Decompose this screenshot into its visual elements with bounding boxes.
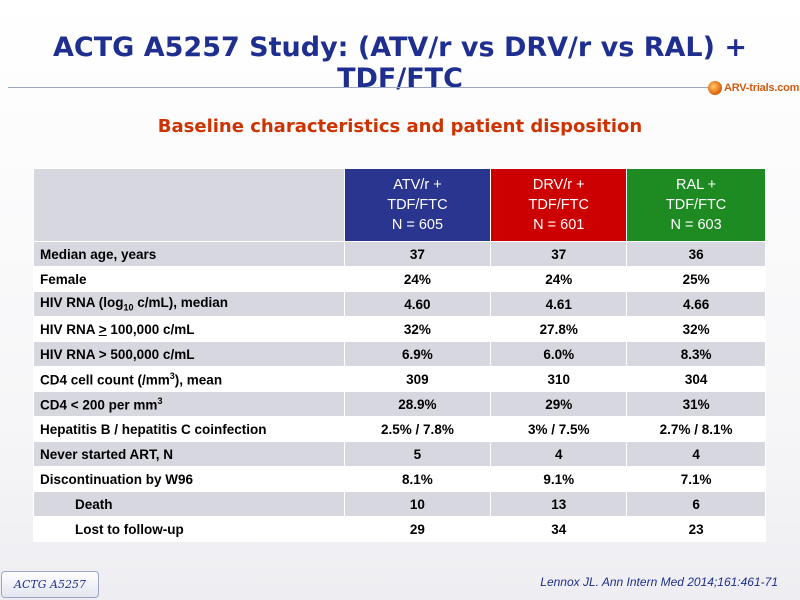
cell-atv: 37 [343, 241, 492, 267]
header-drv-line1: DRV/r + [532, 177, 585, 193]
header-atv-n: N = 605 [391, 217, 444, 233]
cell-drv: 310 [490, 366, 628, 392]
cell-drv: 13 [490, 491, 628, 517]
table-row: CD4 cell count (/mm3), mean 309 310 304 [33, 366, 766, 392]
label-part: HIV RNA (log [40, 295, 124, 311]
title-divider [8, 87, 708, 88]
header-atv-line2: TDF/FTC [387, 197, 448, 213]
header-drv-line2: TDF/FTC [528, 197, 589, 213]
baseline-table: ATV/r + TDF/FTC N = 605 DRV/r + TDF/FTC … [33, 168, 766, 542]
logo-globe-icon [708, 81, 722, 95]
row-label: CD4 cell count (/mm3), mean [33, 366, 345, 392]
cell-atv: 10 [343, 491, 492, 517]
arv-trials-logo: ARV-trials.com [708, 79, 799, 97]
row-label: Lost to follow-up [33, 516, 345, 542]
label-underlined-symbol: > [98, 321, 107, 337]
table-row: Female 24% 24% 25% [33, 266, 766, 292]
header-ral-n: N = 603 [670, 217, 722, 233]
table-row: CD4 < 200 per mm3 28.9% 29% 31% [33, 391, 766, 417]
cell-ral: 2.7% / 8.1% [626, 416, 766, 442]
cell-ral: 36 [626, 241, 766, 267]
label-part: 100,000 c/mL [106, 321, 195, 337]
cell-drv: 6.0% [490, 341, 628, 367]
cell-ral: 8.3% [626, 341, 766, 367]
table-row: Lost to follow-up 29 34 23 [33, 516, 766, 542]
table-row: Death 10 13 6 [33, 491, 766, 517]
cell-ral: 6 [626, 491, 766, 517]
slide-subtitle: Baseline characteristics and patient dis… [157, 116, 643, 137]
citation: Lennox JL. Ann Intern Med 2014;161:461-7… [540, 575, 778, 589]
cell-ral: 4 [626, 441, 766, 467]
label-part: ), mean [174, 372, 223, 388]
table-row: HIV RNA > 100,000 c/mL 32% 27.8% 32% [33, 316, 766, 342]
slide-title: ACTG A5257 Study: (ATV/r vs DRV/r vs RAL… [53, 32, 747, 94]
cell-drv: 34 [490, 516, 628, 542]
row-label: Death [33, 491, 345, 517]
cell-atv: 6.9% [343, 341, 492, 367]
cell-ral: 25% [626, 266, 766, 292]
cell-atv: 2.5% / 7.8% [343, 416, 492, 442]
cell-ral: 4.66 [626, 291, 766, 317]
cell-ral: 31% [626, 391, 766, 417]
label-superscript: 3 [169, 370, 175, 381]
study-badge: ACTG A5257 [1, 571, 99, 598]
cell-drv: 29% [490, 391, 628, 417]
cell-drv: 24% [490, 266, 628, 292]
row-label: HIV RNA > 100,000 c/mL [33, 316, 345, 342]
label-superscript: 3 [157, 395, 163, 406]
cell-atv: 4.60 [343, 291, 492, 317]
cell-drv: 27.8% [490, 316, 628, 342]
row-label: CD4 < 200 per mm3 [33, 391, 345, 417]
row-label: HIV RNA (log10 c/mL), median [33, 291, 345, 317]
header-drv-n: N = 601 [533, 217, 585, 233]
row-label: Female [33, 266, 345, 292]
logo-text: ARV-trials.com [724, 82, 800, 94]
row-label: HIV RNA > 500,000 c/mL [33, 341, 345, 367]
table-row: Discontinuation by W96 8.1% 9.1% 7.1% [33, 466, 766, 492]
cell-atv: 29 [343, 516, 492, 542]
header-atv: ATV/r + TDF/FTC N = 605 [343, 168, 492, 242]
cell-drv: 3% / 7.5% [490, 416, 628, 442]
header-ral: RAL + TDF/FTC N = 603 [626, 168, 766, 242]
cell-ral: 23 [626, 516, 766, 542]
row-label: Hepatitis B / hepatitis C coinfection [33, 416, 345, 442]
header-atv-line1: ATV/r + [393, 177, 442, 193]
label-subscript: 10 [123, 302, 134, 313]
label-part: CD4 cell count (/mm [40, 372, 170, 388]
cell-ral: 304 [626, 366, 766, 392]
table-row: Median age, years 37 37 36 [33, 241, 766, 267]
cell-atv: 32% [343, 316, 492, 342]
cell-drv: 4.61 [490, 291, 628, 317]
row-label: Never started ART, N [33, 441, 345, 467]
table-row: HIV RNA > 500,000 c/mL 6.9% 6.0% 8.3% [33, 341, 766, 367]
label-part: c/mL), median [133, 295, 229, 311]
cell-drv: 37 [490, 241, 628, 267]
header-drv: DRV/r + TDF/FTC N = 601 [490, 168, 628, 242]
cell-drv: 4 [490, 441, 628, 467]
header-ral-line2: TDF/FTC [665, 197, 727, 213]
cell-drv: 9.1% [490, 466, 628, 492]
cell-ral: 7.1% [626, 466, 766, 492]
label-part: CD4 < 200 per mm [40, 397, 158, 413]
cell-atv: 5 [343, 441, 492, 467]
header-ral-line1: RAL + [675, 177, 717, 193]
cell-atv: 8.1% [343, 466, 492, 492]
table-row: HIV RNA (log10 c/mL), median 4.60 4.61 4… [33, 291, 766, 317]
cell-atv: 28.9% [343, 391, 492, 417]
label-part: HIV RNA [40, 321, 99, 337]
cell-atv: 24% [343, 266, 492, 292]
table-row: Never started ART, N 5 4 4 [33, 441, 766, 467]
row-label: Median age, years [33, 241, 345, 267]
table-row: Hepatitis B / hepatitis C coinfection 2.… [33, 416, 766, 442]
cell-ral: 32% [626, 316, 766, 342]
row-label: Discontinuation by W96 [33, 466, 345, 492]
header-corner [33, 168, 345, 242]
cell-atv: 309 [343, 366, 492, 392]
